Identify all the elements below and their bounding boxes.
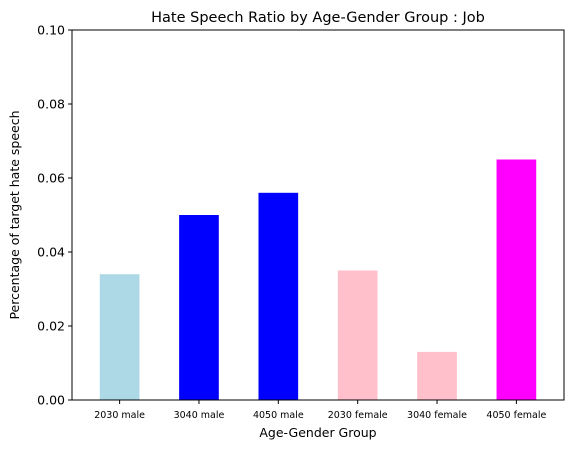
- y-axis: 0.00 0.02 0.04 0.06 0.08 0.10: [37, 23, 72, 408]
- x-axis: 2030 male 3040 male 4050 male 2030 female 30…: [94, 400, 547, 421]
- chart-title: Hate Speech Ratio by Age-Gender Group : …: [151, 10, 485, 26]
- bar-3040-male: [179, 215, 219, 400]
- bar-2030-female: [337, 270, 378, 400]
- plot-frame: [71, 29, 565, 401]
- y-tick-label: 0.06: [37, 171, 65, 186]
- bar-4050-male: [258, 192, 299, 400]
- bar-4050-female: [496, 159, 537, 400]
- y-tick-label: 0.10: [37, 23, 65, 38]
- x-tick-label: 4050 male: [253, 410, 304, 421]
- x-tick-label: 3040 female: [407, 410, 467, 421]
- bar-3040-female: [417, 351, 457, 400]
- y-tick-label: 0.02: [37, 319, 65, 334]
- x-axis-label: Age-Gender Group: [259, 425, 376, 440]
- bars-group: [99, 159, 537, 400]
- y-tick-label: 0.08: [37, 97, 65, 112]
- y-axis-label: Percentage of target hate speech: [7, 110, 22, 319]
- x-tick-label: 4050 female: [486, 410, 546, 421]
- y-tick-label: 0.00: [37, 393, 65, 408]
- y-tick-label: 0.04: [37, 245, 65, 260]
- bar-2030-male: [99, 274, 140, 400]
- x-tick-label: 3040 male: [174, 410, 225, 421]
- x-tick-label: 2030 female: [328, 410, 388, 421]
- x-tick-label: 2030 male: [94, 410, 145, 421]
